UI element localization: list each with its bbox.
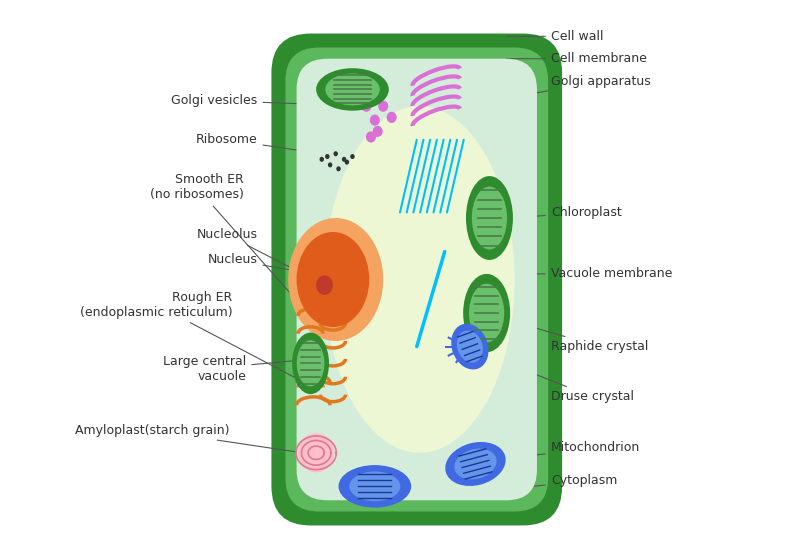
FancyBboxPatch shape (271, 34, 562, 525)
Ellipse shape (334, 151, 338, 156)
Text: Cytoplasm: Cytoplasm (458, 474, 618, 494)
Text: Nucleus: Nucleus (207, 253, 327, 276)
Ellipse shape (452, 333, 482, 361)
Ellipse shape (454, 448, 497, 480)
Ellipse shape (370, 115, 380, 126)
Text: Amyloplast(starch grain): Amyloplast(starch grain) (75, 424, 299, 452)
Ellipse shape (292, 333, 329, 394)
Ellipse shape (466, 176, 513, 260)
Ellipse shape (457, 330, 483, 363)
Ellipse shape (451, 324, 489, 369)
Text: Nucleolus: Nucleolus (197, 228, 322, 284)
Text: Golgi apparatus: Golgi apparatus (467, 74, 650, 106)
Ellipse shape (446, 442, 506, 486)
Ellipse shape (316, 276, 333, 295)
Text: Druse crystal: Druse crystal (490, 356, 634, 404)
Ellipse shape (350, 154, 354, 159)
Text: Golgi vesicles: Golgi vesicles (171, 94, 366, 107)
Ellipse shape (297, 340, 324, 386)
Text: Chloroplast: Chloroplast (514, 206, 622, 219)
Ellipse shape (316, 68, 389, 111)
Ellipse shape (326, 74, 380, 105)
Ellipse shape (325, 154, 330, 159)
Ellipse shape (373, 126, 382, 137)
Text: Vacuole membrane: Vacuole membrane (506, 267, 672, 281)
Ellipse shape (288, 218, 383, 341)
Ellipse shape (298, 433, 334, 472)
Text: Cell membrane: Cell membrane (506, 52, 647, 65)
Ellipse shape (463, 274, 510, 352)
Ellipse shape (362, 101, 371, 112)
Ellipse shape (319, 157, 324, 162)
FancyBboxPatch shape (297, 59, 537, 500)
Ellipse shape (325, 106, 514, 453)
Ellipse shape (469, 284, 504, 342)
Ellipse shape (297, 232, 370, 327)
Text: Large central
vacuole: Large central vacuole (163, 355, 325, 383)
Ellipse shape (378, 101, 388, 112)
Ellipse shape (472, 187, 507, 249)
FancyBboxPatch shape (286, 48, 548, 511)
Text: Raphide crystal: Raphide crystal (486, 314, 648, 353)
Ellipse shape (338, 465, 411, 508)
Ellipse shape (336, 167, 341, 171)
Ellipse shape (345, 160, 349, 164)
Text: Rough ER
(endoplasmic reticulum): Rough ER (endoplasmic reticulum) (80, 291, 308, 385)
Text: Ribosome: Ribosome (196, 133, 338, 156)
Text: Cell wall: Cell wall (506, 30, 603, 43)
Text: Smooth ER
(no ribosomes): Smooth ER (no ribosomes) (150, 173, 306, 311)
Text: Mitochondrion: Mitochondrion (492, 440, 640, 461)
Ellipse shape (366, 131, 376, 143)
Ellipse shape (342, 157, 346, 162)
Ellipse shape (386, 112, 397, 123)
Ellipse shape (328, 163, 332, 168)
Ellipse shape (350, 471, 400, 501)
